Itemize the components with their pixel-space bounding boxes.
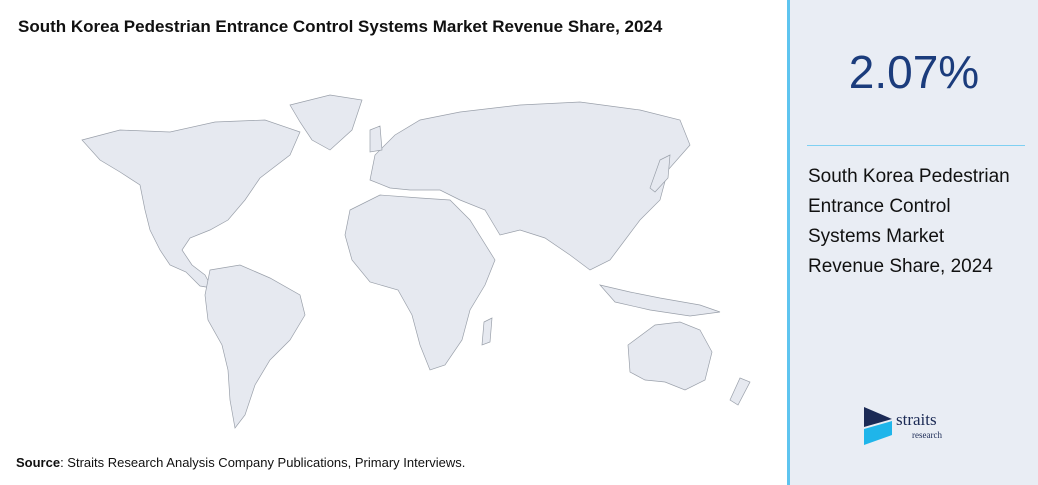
- world-map: [81, 94, 751, 429]
- indonesia: [599, 284, 721, 317]
- north-america: [81, 119, 301, 289]
- australia: [627, 321, 713, 391]
- source-label: Source: [16, 455, 61, 470]
- stat-value: 2.07%: [848, 46, 980, 98]
- logo-mark-bottom: [864, 421, 892, 445]
- logo: straits research: [864, 407, 942, 445]
- japan: [649, 154, 671, 193]
- greenland: [289, 94, 363, 151]
- africa: [344, 194, 496, 371]
- south-america: [204, 264, 306, 429]
- logo-mark-top: [864, 407, 892, 427]
- divider: [807, 145, 1025, 146]
- new-zealand: [729, 377, 751, 406]
- stat-panel: 2.07% South Korea Pedestrian Entrance Co…: [787, 0, 1038, 485]
- source-text: : Straits Research Analysis Company Publ…: [60, 455, 466, 470]
- logo-name: straits: [896, 410, 937, 429]
- eurasia: [369, 101, 691, 271]
- title: South Korea Pedestrian Entrance Control …: [18, 17, 663, 36]
- logo-tagline: research: [912, 430, 942, 440]
- stat-description: South Korea Pedestrian Entrance Control …: [808, 166, 1010, 277]
- uk: [369, 125, 383, 153]
- madagascar: [481, 317, 493, 346]
- source: Source: Straits Research Analysis Compan…: [16, 455, 465, 470]
